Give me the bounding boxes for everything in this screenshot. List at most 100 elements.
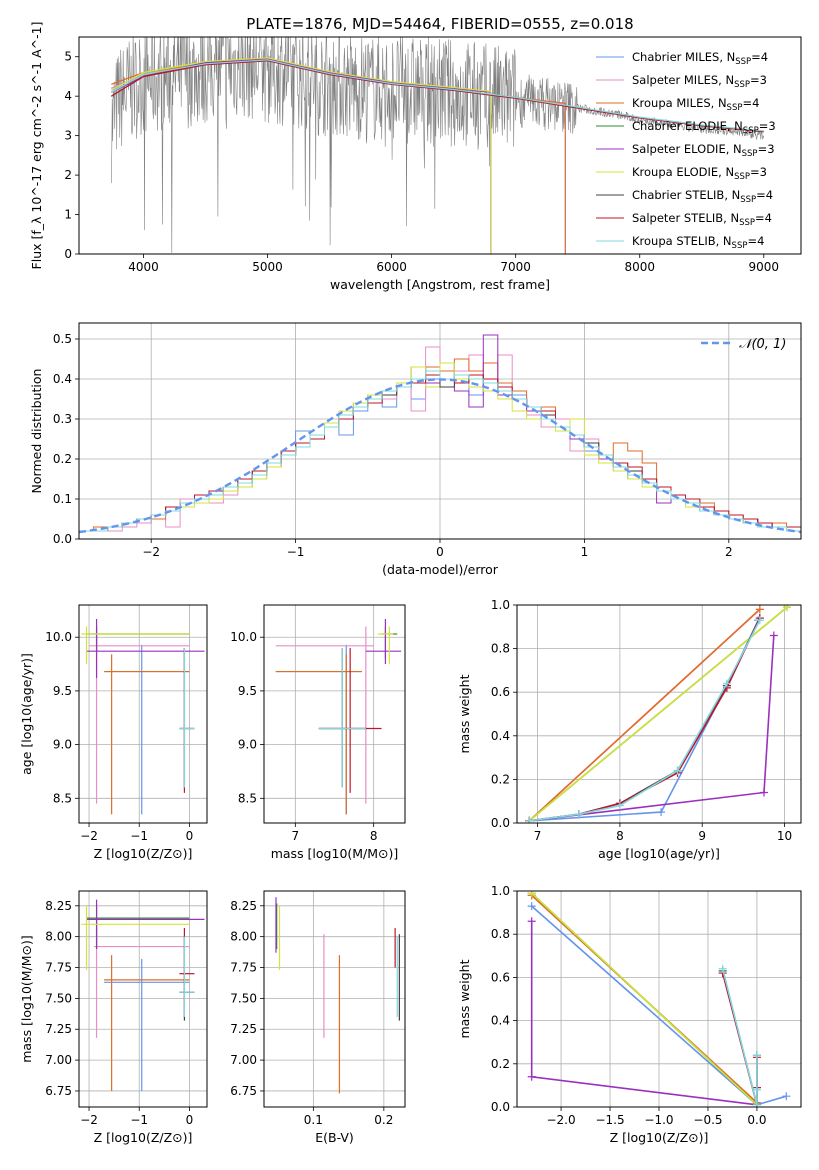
legend-label-text: Kroupa MILES, N bbox=[632, 96, 727, 110]
x-tick-label: −2 bbox=[80, 829, 98, 843]
legend-label-sub: SSP bbox=[727, 103, 743, 113]
legend-label-sub: SSP bbox=[734, 172, 750, 182]
y-tick-label: 2 bbox=[64, 168, 72, 182]
axes-frame bbox=[78, 890, 208, 1108]
y-tick-label: 9.0 bbox=[238, 738, 257, 752]
y-tick-label: 9.5 bbox=[238, 684, 257, 698]
legend-label-5: Kroupa ELODIE, NSSP=3 bbox=[632, 165, 767, 182]
axes-frame bbox=[516, 604, 802, 824]
y-tick-label: 0.6 bbox=[491, 970, 510, 984]
y-tick-label: 8.5 bbox=[53, 791, 72, 805]
panel-mass_weight_vs_age: 7 8 9 10 0.0 0.2 0.4 0.6 0.8 1.0 age [log10(age/yr… bbox=[457, 598, 802, 861]
legend-label-4: Salpeter ELODIE, NSSP=3 bbox=[632, 142, 775, 159]
legend-label-value: =3 bbox=[750, 73, 767, 87]
weight-marker-8 bbox=[722, 679, 731, 688]
y-tick-label: 10.0 bbox=[230, 630, 257, 644]
y-tick-label: 8.25 bbox=[45, 899, 72, 913]
y-tick-label: 10.0 bbox=[45, 630, 72, 644]
panel-mass_vs_Z: −2 −1 0 6.75 7.00 7.25 7.50 7.75 8.00 8.25 Z [log1… bbox=[19, 890, 208, 1145]
y-tick-label: 8.00 bbox=[230, 930, 257, 944]
x-tick-label: 0 bbox=[436, 545, 444, 559]
x-tick-label: 0 bbox=[186, 1113, 194, 1127]
legend-label-text: Chabrier ELODIE, N bbox=[632, 119, 743, 133]
figure-title: PLATE=1876, MJD=54464, FIBERID=0555, z=0… bbox=[246, 15, 633, 33]
legend-label-sub: SSP bbox=[735, 57, 751, 67]
plot-area-mass_weight_vs_age bbox=[525, 605, 792, 823]
weight-marker-0 bbox=[782, 1092, 791, 1101]
y-tick-label: 9.0 bbox=[53, 738, 72, 752]
legend-label-3: Chabrier ELODIE, NSSP=3 bbox=[632, 119, 776, 136]
panel-age_vs_Z: −2 −1 0 8.5 9.0 9.5 10.0 Z [log10(Z/Z⊙)] age [lo… bbox=[19, 604, 208, 861]
x-axis-label: Z [log10(Z/Z⊙)] bbox=[610, 1130, 709, 1145]
legend-label-sub: SSP bbox=[743, 126, 759, 136]
weight-line-8 bbox=[529, 619, 761, 822]
y-axis-label: mass [log10(M/M⊙)] bbox=[19, 935, 34, 1063]
x-tick-label: 7 bbox=[292, 829, 300, 843]
legend-label-text: Salpeter MILES, N bbox=[632, 73, 734, 87]
y-tick-label: 0.4 bbox=[53, 372, 72, 386]
y-axis-label: mass weight bbox=[457, 674, 472, 753]
histogram-8 bbox=[79, 370, 801, 532]
x-axis-label: E(B-V) bbox=[315, 1130, 354, 1145]
weight-marker-8 bbox=[752, 1051, 761, 1060]
y-tick-label: 0.0 bbox=[491, 1100, 510, 1114]
weight-marker-8 bbox=[752, 1100, 761, 1107]
x-tick-label: 9000 bbox=[749, 260, 780, 274]
legend-label-sub: SSP bbox=[742, 149, 758, 159]
x-tick-label: 0.2 bbox=[374, 1113, 393, 1127]
weight-marker-8 bbox=[673, 766, 682, 775]
legend-label-gaussian: 𝒩(0, 1) bbox=[739, 337, 786, 352]
legend-label-value: =3 bbox=[759, 119, 776, 133]
y-tick-label: 0.2 bbox=[491, 772, 510, 786]
gaussian-curve bbox=[79, 378, 801, 534]
weight-marker-5 bbox=[783, 605, 792, 612]
y-tick-label: 0 bbox=[64, 247, 72, 261]
y-tick-label: 6.75 bbox=[45, 1084, 72, 1098]
x-tick-label: 1 bbox=[581, 545, 589, 559]
legend-label-1: Salpeter MILES, NSSP=3 bbox=[632, 73, 767, 90]
x-axis-label: mass [log10(M/M⊙)] bbox=[271, 846, 399, 861]
x-tick-label: −1 bbox=[130, 829, 148, 843]
weight-line-8 bbox=[721, 968, 758, 1105]
axes-frame bbox=[78, 604, 208, 824]
weight-marker-4 bbox=[527, 917, 536, 926]
panel-mass_weight_vs_Z: −2.0 −1.5 −1.0 −0.5 0.0 0.0 0.2 0.4 0.6 0.8 1.0 Z [… bbox=[457, 884, 802, 1145]
weight-marker-8 bbox=[525, 816, 534, 823]
x-tick-label: 5000 bbox=[252, 260, 283, 274]
legend-label-sub: SSP bbox=[740, 195, 756, 205]
legend-label-8: Kroupa STELIB, NSSP=4 bbox=[632, 234, 764, 251]
y-tick-label: 7.50 bbox=[45, 991, 72, 1005]
x-tick-label: −1 bbox=[287, 545, 305, 559]
y-tick-label: 0.1 bbox=[53, 492, 72, 506]
x-tick-label: −1 bbox=[130, 1113, 148, 1127]
x-axis-label: Z [log10(Z/Z⊙)] bbox=[94, 846, 193, 861]
plot-area-age_vs_mass bbox=[275, 618, 402, 815]
axes-frame bbox=[263, 890, 406, 1108]
legend-label-6: Chabrier STELIB, NSSP=4 bbox=[632, 188, 773, 205]
axes-frame bbox=[263, 604, 406, 824]
legend-label-value: =4 bbox=[756, 188, 773, 202]
plot-area-mass_weight_vs_Z bbox=[527, 891, 791, 1107]
legend-label-sub: SSP bbox=[739, 218, 755, 228]
x-tick-label: 7000 bbox=[500, 260, 531, 274]
y-tick-label: 0.8 bbox=[491, 927, 510, 941]
x-axis-label: Z [log10(Z/Z⊙)] bbox=[94, 1130, 193, 1145]
x-tick-label: 8 bbox=[370, 829, 378, 843]
weight-marker-0 bbox=[527, 902, 536, 911]
x-tick-label: 7 bbox=[534, 829, 542, 843]
legend-label-value: =4 bbox=[742, 96, 759, 110]
x-tick-label: −1.0 bbox=[644, 1113, 673, 1127]
legend-label-text: Kroupa ELODIE, N bbox=[632, 165, 734, 179]
y-tick-label: 8.5 bbox=[238, 791, 257, 805]
model-line-8 bbox=[111, 59, 764, 132]
x-axis-label: wavelength [Angstrom, rest frame] bbox=[330, 277, 550, 292]
legend-label-text: Chabrier MILES, N bbox=[632, 50, 735, 64]
axes-frame bbox=[78, 36, 802, 255]
y-tick-label: 8.25 bbox=[230, 899, 257, 913]
x-tick-label: −2 bbox=[80, 1113, 98, 1127]
y-tick-label: 0.8 bbox=[491, 642, 510, 656]
legend-label-value: =4 bbox=[755, 211, 772, 225]
plot-area-spectrum bbox=[110, 37, 765, 254]
